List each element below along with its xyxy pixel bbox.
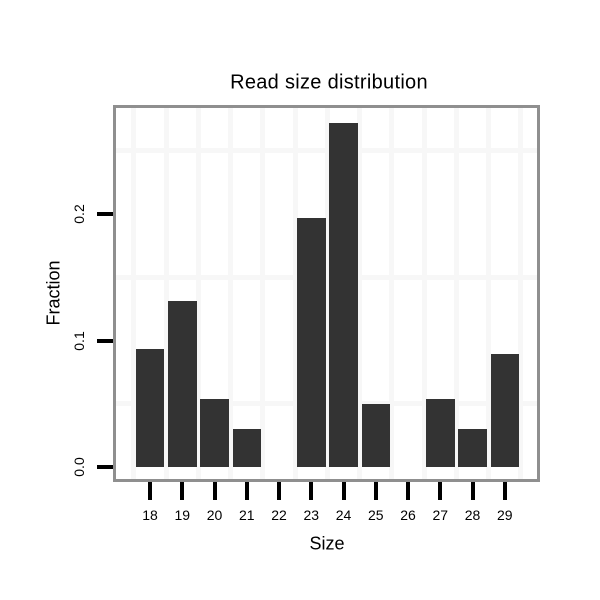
vertical-gridline [357,108,363,479]
x-tick-label: 28 [464,507,481,523]
vertical-gridline [421,108,427,479]
x-tick-label: 19 [174,507,191,523]
plot-panel [113,105,540,482]
vertical-gridline [260,108,266,479]
x-tick [212,482,217,500]
vertical-gridline [518,108,524,479]
bar-29 [490,354,519,467]
vertical-gridline [228,108,234,479]
x-tick-label: 23 [303,507,320,523]
vertical-gridline [163,108,169,479]
vertical-gridline [453,108,459,479]
x-tick-label: 29 [496,507,513,523]
vertical-gridline [131,108,137,479]
y-tick [97,338,113,343]
x-tick-label: 24 [335,507,352,523]
x-tick [244,482,249,500]
x-axis-label: Size [309,533,345,554]
vertical-gridline [389,108,395,479]
horizontal-gridline [116,148,537,154]
chart-title: Read size distribution [230,71,428,94]
bar-19 [168,301,197,467]
x-tick-label: 18 [142,507,158,523]
x-tick-label: 27 [432,507,449,523]
bar-27 [426,398,455,467]
bar-25 [361,403,390,467]
horizontal-gridline [116,401,537,407]
x-tick-label: 26 [400,507,416,523]
y-tick-label: 0.2 [71,204,87,224]
y-tick-label: 0.1 [71,330,87,351]
vertical-gridline [324,108,330,479]
y-tick [97,465,113,469]
bar-21 [232,429,261,467]
bar-18 [135,349,165,467]
x-tick [148,482,152,500]
x-tick [502,482,507,500]
x-tick [277,482,281,500]
vertical-gridline [195,108,201,479]
x-tick [309,482,314,500]
y-tick-label: 0.0 [71,457,87,477]
y-axis-label: Fraction [43,260,64,326]
x-tick-label: 25 [367,507,384,523]
bar-28 [458,429,487,467]
vertical-gridline [486,108,492,479]
x-tick [180,482,185,500]
x-tick-label: 22 [271,507,287,523]
x-tick [470,482,475,500]
x-tick-label: 20 [206,507,223,523]
y-tick [97,212,113,216]
bar-24 [329,122,358,467]
x-tick [341,482,346,500]
x-tick [438,482,443,500]
x-tick [373,482,378,500]
bar-23 [297,217,326,467]
vertical-gridline [292,108,298,479]
x-tick [406,482,410,500]
horizontal-gridline [116,274,537,280]
x-tick-label: 21 [238,507,255,523]
bar-20 [200,398,229,467]
